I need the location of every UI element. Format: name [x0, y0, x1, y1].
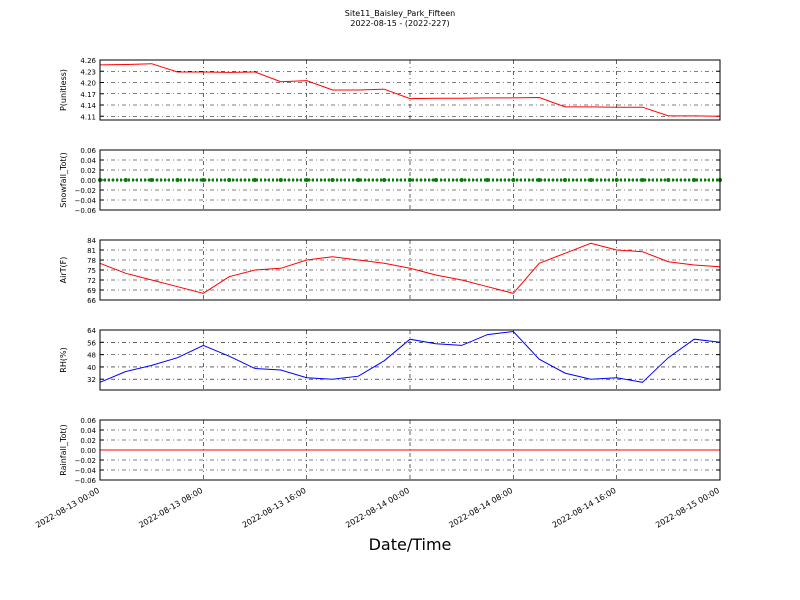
data-point: [253, 178, 257, 182]
y-axis-label: P(unitless): [59, 69, 68, 111]
y-tick-label: 0.06: [80, 417, 96, 425]
data-point: [304, 178, 309, 182]
data-line: [99, 330, 721, 383]
axes-frame: [99, 149, 721, 211]
y-tick-label: 40: [87, 364, 96, 372]
data-point: [149, 178, 154, 182]
data-point: [563, 178, 567, 182]
y-axis-label: Rainfall_Tot(): [59, 424, 68, 476]
y-tick-label: 4.23: [80, 68, 96, 76]
y-tick-label: 4.11: [80, 113, 96, 121]
y-tick-label: 66: [87, 297, 96, 305]
y-tick-label: 4.17: [80, 91, 96, 99]
y-axis-label: AirT(F): [59, 257, 68, 284]
data-point: [123, 178, 128, 182]
y-tick-label: −0.06: [75, 477, 97, 485]
y-tick-label: 0.00: [80, 447, 96, 455]
data-point: [356, 178, 361, 182]
data-point: [408, 178, 412, 182]
axes-frame: [99, 419, 721, 481]
data-line: [99, 242, 721, 294]
x-tick-label: 2022-08-15 00:00: [654, 486, 721, 530]
y-tick-label: 78: [87, 257, 96, 265]
data-point: [330, 178, 335, 182]
y-tick-label: 4.14: [80, 102, 96, 110]
axes-frame: [99, 59, 721, 121]
data-point: [459, 178, 464, 182]
y-tick-label: 84: [87, 237, 96, 245]
data-line: [99, 63, 721, 117]
y-tick-label: −0.02: [75, 457, 96, 465]
data-point: [382, 178, 387, 182]
y-tick-label: 32: [87, 376, 96, 384]
data-point: [433, 178, 438, 182]
x-tick-label: 2022-08-13 16:00: [241, 486, 308, 530]
data-point: [640, 178, 645, 182]
x-tick-label: 2022-08-14 00:00: [344, 486, 411, 530]
data-point: [278, 178, 283, 182]
axes-frame: [99, 239, 721, 301]
y-tick-label: 72: [87, 277, 96, 285]
x-axis-label: Date/Time: [369, 535, 452, 554]
data-point: [614, 178, 619, 182]
data-point: [588, 178, 593, 182]
y-tick-label: 64: [87, 327, 96, 335]
y-tick-label: 0.02: [80, 167, 96, 175]
x-tick-label: 2022-08-14 08:00: [447, 486, 514, 530]
y-tick-label: 4.20: [80, 80, 96, 88]
y-tick-label: 0.04: [80, 157, 96, 165]
y-tick-label: −0.04: [75, 467, 97, 475]
y-tick-label: 0.00: [80, 177, 96, 185]
y-tick-label: 0.04: [80, 427, 96, 435]
y-tick-label: 81: [87, 247, 96, 255]
y-tick-label: −0.02: [75, 187, 96, 195]
data-point: [485, 178, 490, 182]
x-tick-label: 2022-08-14 16:00: [551, 486, 618, 530]
y-tick-label: 0.02: [80, 437, 96, 445]
data-point: [227, 178, 232, 182]
data-point: [692, 178, 697, 182]
chart-title: Site11_Baisley_Park_Fifteen: [345, 9, 455, 18]
y-tick-label: 75: [87, 267, 96, 275]
data-point: [537, 178, 542, 182]
x-tick-label: 2022-08-13 08:00: [137, 486, 204, 530]
data-point: [511, 178, 516, 182]
y-tick-label: 0.06: [80, 147, 96, 155]
chart-subtitle: 2022-08-15 - (2022-227): [350, 19, 449, 28]
y-tick-label: −0.04: [75, 197, 97, 205]
data-point: [201, 178, 206, 182]
x-tick-label: 2022-08-13 00:00: [34, 486, 101, 530]
y-axis-label: RH(%): [59, 347, 68, 372]
data-point: [666, 178, 671, 182]
y-tick-label: 4.26: [80, 57, 96, 65]
axes-frame: [99, 329, 721, 391]
y-tick-label: 69: [87, 287, 96, 295]
data-point: [175, 178, 180, 182]
y-tick-label: 56: [87, 339, 96, 347]
y-tick-label: −0.06: [75, 207, 97, 215]
y-axis-label: Snowfall_Tot(): [59, 152, 68, 208]
y-tick-label: 48: [87, 352, 96, 360]
